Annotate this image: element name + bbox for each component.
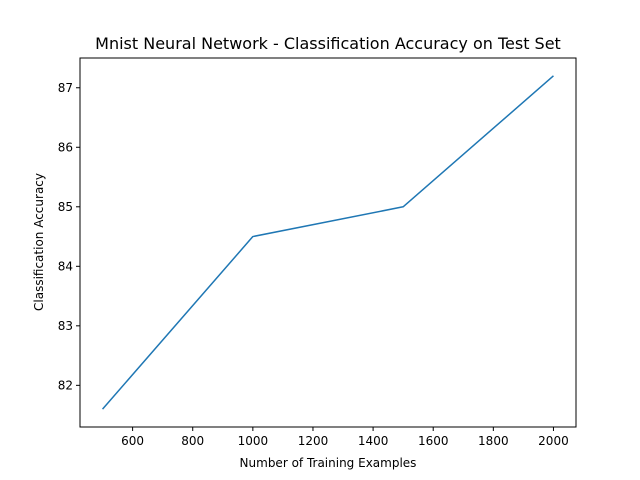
x-tick-label: 1200	[298, 434, 329, 448]
y-axis: 82 83 84 85 86 87	[58, 81, 80, 392]
x-axis: 600 800 1000 1200 1400 1600 1800 2000	[121, 427, 569, 448]
x-tick-label: 800	[181, 434, 204, 448]
x-tick-label: 1600	[418, 434, 449, 448]
x-axis-label: Number of Training Examples	[240, 456, 417, 470]
plot-frame	[79, 57, 577, 428]
y-tick-label: 84	[58, 259, 73, 273]
x-tick-label: 2000	[538, 434, 569, 448]
y-tick-label: 87	[58, 81, 73, 95]
series-line	[101, 75, 554, 410]
chart-title: Mnist Neural Network - Classification Ac…	[95, 34, 561, 53]
x-tick-label: 1000	[238, 434, 269, 448]
y-axis-label: Classification Accuracy	[32, 173, 46, 311]
y-tick-label: 85	[58, 200, 73, 214]
series-layer	[101, 75, 554, 410]
y-tick-label: 82	[58, 378, 73, 392]
y-tick-label: 86	[58, 140, 73, 154]
x-tick-label: 1800	[478, 434, 509, 448]
x-tick-label: 1400	[358, 434, 389, 448]
y-tick-label: 83	[58, 319, 73, 333]
x-tick-label: 600	[121, 434, 144, 448]
